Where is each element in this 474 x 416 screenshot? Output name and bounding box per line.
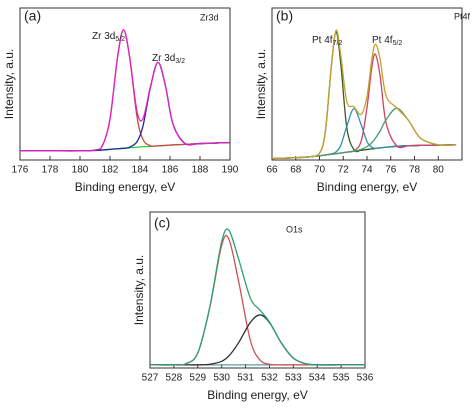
x-tick-label: 182 (102, 165, 119, 176)
x-tick-label: 80 (433, 165, 445, 176)
x-tick-label: 528 (166, 373, 183, 384)
annotation-sub: 5/2 (115, 36, 125, 43)
annotation-main: Pt 4f (312, 35, 333, 46)
x-tick-label: 184 (132, 165, 149, 176)
x-tick-label: 531 (237, 373, 254, 384)
spectrum-line (20, 29, 231, 152)
panel-title: O1s (286, 224, 303, 234)
spectrum-line (20, 29, 231, 152)
peak-annotation: Pt 4f5/2 (372, 35, 402, 48)
x-tick-label: 68 (290, 165, 302, 176)
x-tick-label: 190 (222, 165, 239, 176)
x-tick-label: 534 (309, 373, 326, 384)
x-axis-label: Binding energy, eV (75, 180, 176, 194)
x-axis-label: Binding energy, eV (207, 388, 308, 402)
peak-annotation: Pt 4f7/2 (312, 35, 342, 48)
spectrum-line (20, 61, 231, 152)
annotation-sub: 7/2 (333, 40, 343, 47)
spectrum-line (271, 29, 457, 160)
annotation-sub: 5/2 (393, 40, 403, 47)
annotation-main: Pt 4f (372, 35, 393, 46)
x-tick-label: 188 (192, 165, 209, 176)
y-axis-label: Intensity, a.u. (132, 255, 146, 325)
panel-label: (c) (154, 215, 170, 231)
peak-annotation: Zr 3d5/2 (92, 31, 125, 44)
x-tick-label: 178 (42, 165, 59, 176)
spectrum-line (271, 144, 457, 160)
x-tick-label: 186 (162, 165, 179, 176)
panel-title: Pt4f (454, 11, 471, 21)
x-tick-label: 72 (338, 165, 350, 176)
annotation-main: Zr 3d (92, 31, 115, 42)
x-tick-label: 532 (261, 373, 278, 384)
y-axis-label: Intensity, a.u. (2, 49, 16, 119)
x-tick-label: 78 (409, 165, 421, 176)
y-axis-label: Intensity, a.u. (254, 49, 268, 119)
panel-label: (b) (276, 8, 293, 24)
annotation-main: Zr 3d (152, 53, 175, 64)
spectrum-line (271, 107, 457, 160)
x-tick-label: 533 (285, 373, 302, 384)
annotation-sub: 3/2 (175, 58, 185, 65)
peak-annotation: Zr 3d3/2 (152, 53, 185, 66)
x-tick-label: 536 (357, 373, 374, 384)
panel-title: Zr3d (200, 12, 219, 22)
x-tick-label: 176 (12, 165, 29, 176)
x-tick-label: 529 (189, 373, 206, 384)
x-axis-label: Binding energy, eV (317, 180, 418, 194)
plot-frame (19, 7, 231, 161)
x-tick-label: 74 (361, 165, 373, 176)
x-tick-label: 180 (72, 165, 89, 176)
x-tick-label: 535 (333, 373, 350, 384)
spectrum-line (149, 228, 365, 366)
x-tick-label: 76 (385, 165, 397, 176)
x-tick-label: 66 (266, 165, 278, 176)
spectrum-line (149, 234, 365, 366)
plot-frame (149, 211, 366, 369)
x-tick-label: 70 (314, 165, 326, 176)
plot-frame (271, 7, 463, 161)
panel-label: (a) (24, 8, 41, 24)
spectrum-line (271, 31, 457, 160)
x-tick-label: 530 (213, 373, 230, 384)
x-tick-label: 527 (142, 373, 159, 384)
